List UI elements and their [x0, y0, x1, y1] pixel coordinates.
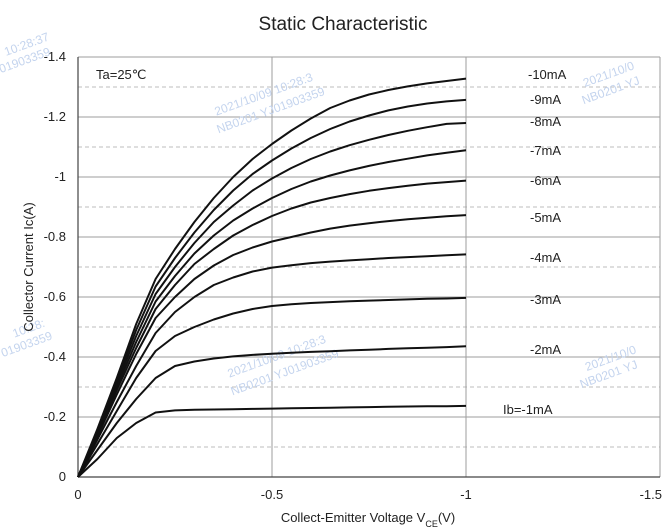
series-line-9	[77, 77, 467, 478]
series-label: -10mA	[528, 67, 567, 82]
temperature-annotation: Ta=25℃	[96, 67, 146, 82]
y-tick-label: -1.2	[44, 109, 66, 124]
series-line-0	[77, 404, 467, 478]
y-tick-label: -0.4	[44, 349, 66, 364]
grid	[78, 56, 661, 477]
series-line-8	[77, 98, 467, 478]
series-line-6	[77, 149, 467, 478]
series-line-5	[77, 179, 467, 478]
series-label: -2mA	[530, 342, 561, 357]
x-axis-title-unit: (V)	[438, 510, 455, 525]
x-tick-label: -1.5	[640, 487, 662, 502]
x-axis-title-sub: CE	[425, 519, 438, 527]
series-line-7	[77, 122, 467, 478]
series-label: -4mA	[530, 250, 561, 265]
series-line-2	[77, 296, 467, 478]
series-label: -3mA	[530, 292, 561, 307]
series-label: Ib=-1mA	[503, 402, 553, 417]
series-labels: Ib=-1mA -2mA -3mA -4mA -5mA -6mA -7mA -8mA -9mA -…	[503, 67, 567, 417]
x-axis-title: Collect-Emitter Voltage VCE(V)	[281, 510, 455, 527]
chart-title: Static Characteristic	[259, 14, 428, 35]
series-label: -5mA	[530, 210, 561, 225]
y-tick-label: -0.6	[44, 289, 66, 304]
series-label: -9mA	[530, 92, 561, 107]
y-tick-label: -0.8	[44, 229, 66, 244]
x-axis-title-main: Collect-Emitter Voltage V	[281, 510, 426, 525]
y-tick-label: -1.4	[44, 49, 66, 64]
y-tick-label: -1	[54, 169, 66, 184]
series-line-1	[77, 345, 467, 478]
y-tick-label: -0.2	[44, 409, 66, 424]
x-tick-label: -1	[460, 487, 472, 502]
series-label: -7mA	[530, 143, 561, 158]
y-tick-label: 0	[59, 469, 66, 484]
series-lines	[77, 77, 467, 478]
x-tick-label: 0	[74, 487, 81, 502]
axes: 0 -0.2 -0.4 -0.6 -0.8 -1 -1.2 -1.4 0 -0.5 -1 -1.5	[44, 49, 662, 502]
series-line-4	[77, 214, 467, 478]
series-line-3	[77, 253, 467, 478]
series-label: -8mA	[530, 114, 561, 129]
x-tick-label: -0.5	[261, 487, 283, 502]
series-label: -6mA	[530, 173, 561, 188]
y-axis-title: Collector Current Ic(A)	[21, 202, 36, 331]
